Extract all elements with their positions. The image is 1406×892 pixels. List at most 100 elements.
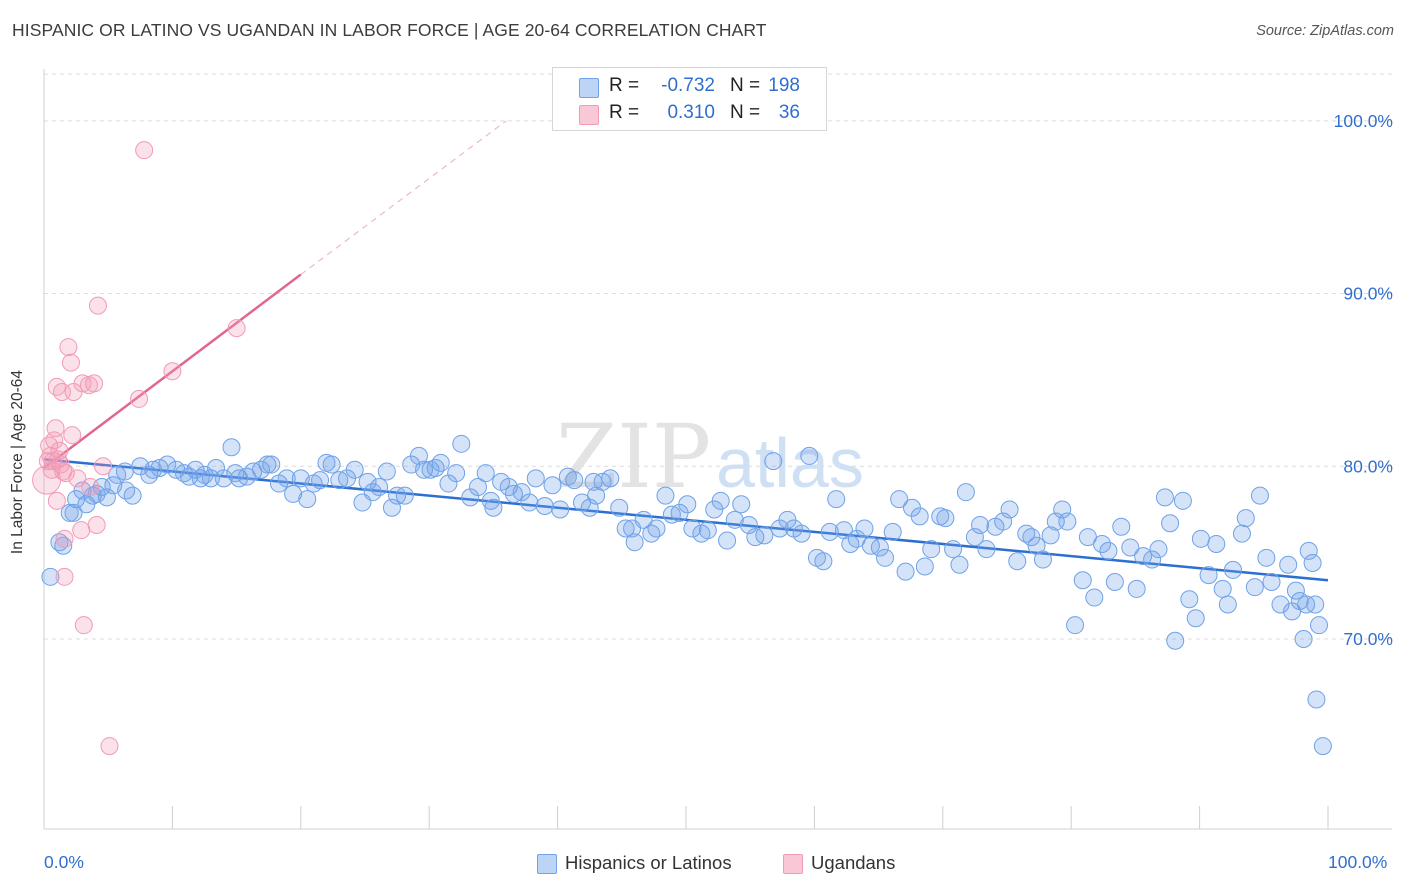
hispanic-point [1085, 588, 1104, 607]
hispanic-point [678, 495, 697, 514]
hispanic-point [481, 491, 500, 510]
hispanic-point [1173, 491, 1192, 510]
hispanic-point [950, 555, 969, 574]
hispanic-point [1250, 486, 1269, 505]
hispanic-point [123, 486, 142, 505]
hispanic-point [543, 476, 562, 495]
ugandan-trend-extension [300, 120, 507, 276]
hispanic-point [1149, 540, 1168, 559]
hispanic-point [915, 557, 934, 576]
hispanic-point [642, 524, 661, 543]
hispanic-point [144, 460, 163, 479]
hispanic-point [1310, 616, 1329, 635]
hispanic-point [1022, 528, 1041, 547]
hispanic-point [298, 490, 317, 509]
series-label-hispanic: Hispanics or Latinos [565, 852, 732, 873]
hispanic-point [755, 526, 774, 545]
hispanic-point [1232, 524, 1251, 543]
hispanic-point [447, 464, 466, 483]
hispanic-point [1218, 595, 1237, 614]
ugandan-point [50, 441, 69, 460]
ugandan-point [63, 426, 82, 445]
ugandan-point [163, 362, 182, 381]
ugandan-point [55, 529, 74, 548]
hispanic-point [322, 455, 341, 474]
hispanic-point [1245, 578, 1264, 597]
hispanic-point [1294, 630, 1313, 648]
ugandan-point [130, 389, 149, 408]
hispanic-point [910, 507, 929, 526]
hispanic-point [1313, 737, 1332, 756]
hispanic-point [725, 510, 744, 529]
watermark: ZIP atlas [556, 405, 864, 508]
hispanic-point [377, 462, 396, 481]
hispanic-point [565, 471, 584, 490]
series-swatch-hispanic [537, 854, 557, 874]
hispanic-point [258, 455, 277, 474]
ugandan-point [51, 455, 70, 474]
x-axis-max-label: 100.0% [1328, 852, 1388, 872]
hispanic-point [158, 455, 177, 474]
hispanic-point [683, 519, 702, 538]
hispanic-point [625, 533, 644, 552]
hispanic-point [277, 469, 296, 488]
hispanic-point [1127, 579, 1146, 598]
ugandan-point [56, 464, 75, 483]
hispanic-point [662, 505, 681, 524]
hispanic-point [827, 490, 846, 509]
hispanic-point [890, 490, 909, 509]
hispanic-point [526, 469, 545, 488]
hispanic-point [395, 486, 414, 505]
ugandan-point [47, 377, 66, 396]
hispanic-point [1236, 509, 1255, 528]
legend-r-label: R = [609, 75, 640, 96]
series-swatch-ugandan [783, 854, 803, 874]
hispanic-point [535, 497, 554, 515]
legend-n-label: N = [730, 102, 761, 123]
hispanic-point [388, 486, 407, 505]
hispanic-point [1033, 550, 1052, 569]
hispanic-point [1166, 631, 1185, 650]
ugandan-point [87, 516, 106, 534]
legend-r-value: -0.732 [661, 75, 715, 96]
hispanic-point [512, 483, 531, 502]
hispanic-point [1058, 512, 1077, 531]
hispanic-point [1303, 554, 1322, 572]
hispanic-point [1053, 500, 1072, 519]
hispanic-point [468, 478, 487, 496]
hispanic-point [956, 483, 975, 502]
hispanic-point [922, 540, 941, 559]
hispanic-point [601, 469, 620, 488]
legend-row-ugandan: R = 0.310 N = 36 [553, 101, 826, 127]
hispanic-point [698, 521, 717, 540]
ugandan-point [59, 338, 78, 357]
legend-swatch-hispanic [579, 78, 599, 98]
hispanic-point [656, 486, 675, 505]
ugandan-point [85, 374, 104, 393]
hispanic-point [54, 536, 73, 555]
hispanic-point [634, 510, 653, 529]
hispanic-point [345, 460, 364, 479]
hispanic-point [1008, 552, 1027, 571]
hispanic-point [551, 500, 570, 519]
series-legend: Hispanics or Latinos Ugandans [0, 852, 1406, 878]
ugandan-point [61, 353, 80, 372]
hispanic-point [174, 464, 193, 483]
hispanic-point [610, 498, 629, 517]
ugandan-point [100, 737, 119, 756]
ugandan-point [88, 296, 107, 315]
ugandan-point [72, 521, 91, 540]
hispanic-point [1186, 609, 1205, 628]
hispanic-point [1000, 500, 1019, 519]
x-axis-min-label: 0.0% [44, 852, 84, 872]
axes [43, 69, 1392, 830]
y-tick-label: 100.0% [1334, 111, 1393, 131]
hispanic-point [1223, 560, 1242, 579]
hispanic-point [965, 528, 984, 547]
hispanic-point [746, 528, 765, 547]
hispanic-point [870, 538, 889, 557]
hispanic-point [382, 498, 401, 517]
hispanic-point [1207, 535, 1226, 553]
hispanic-point [439, 474, 458, 493]
hispanic-point [1271, 595, 1290, 614]
